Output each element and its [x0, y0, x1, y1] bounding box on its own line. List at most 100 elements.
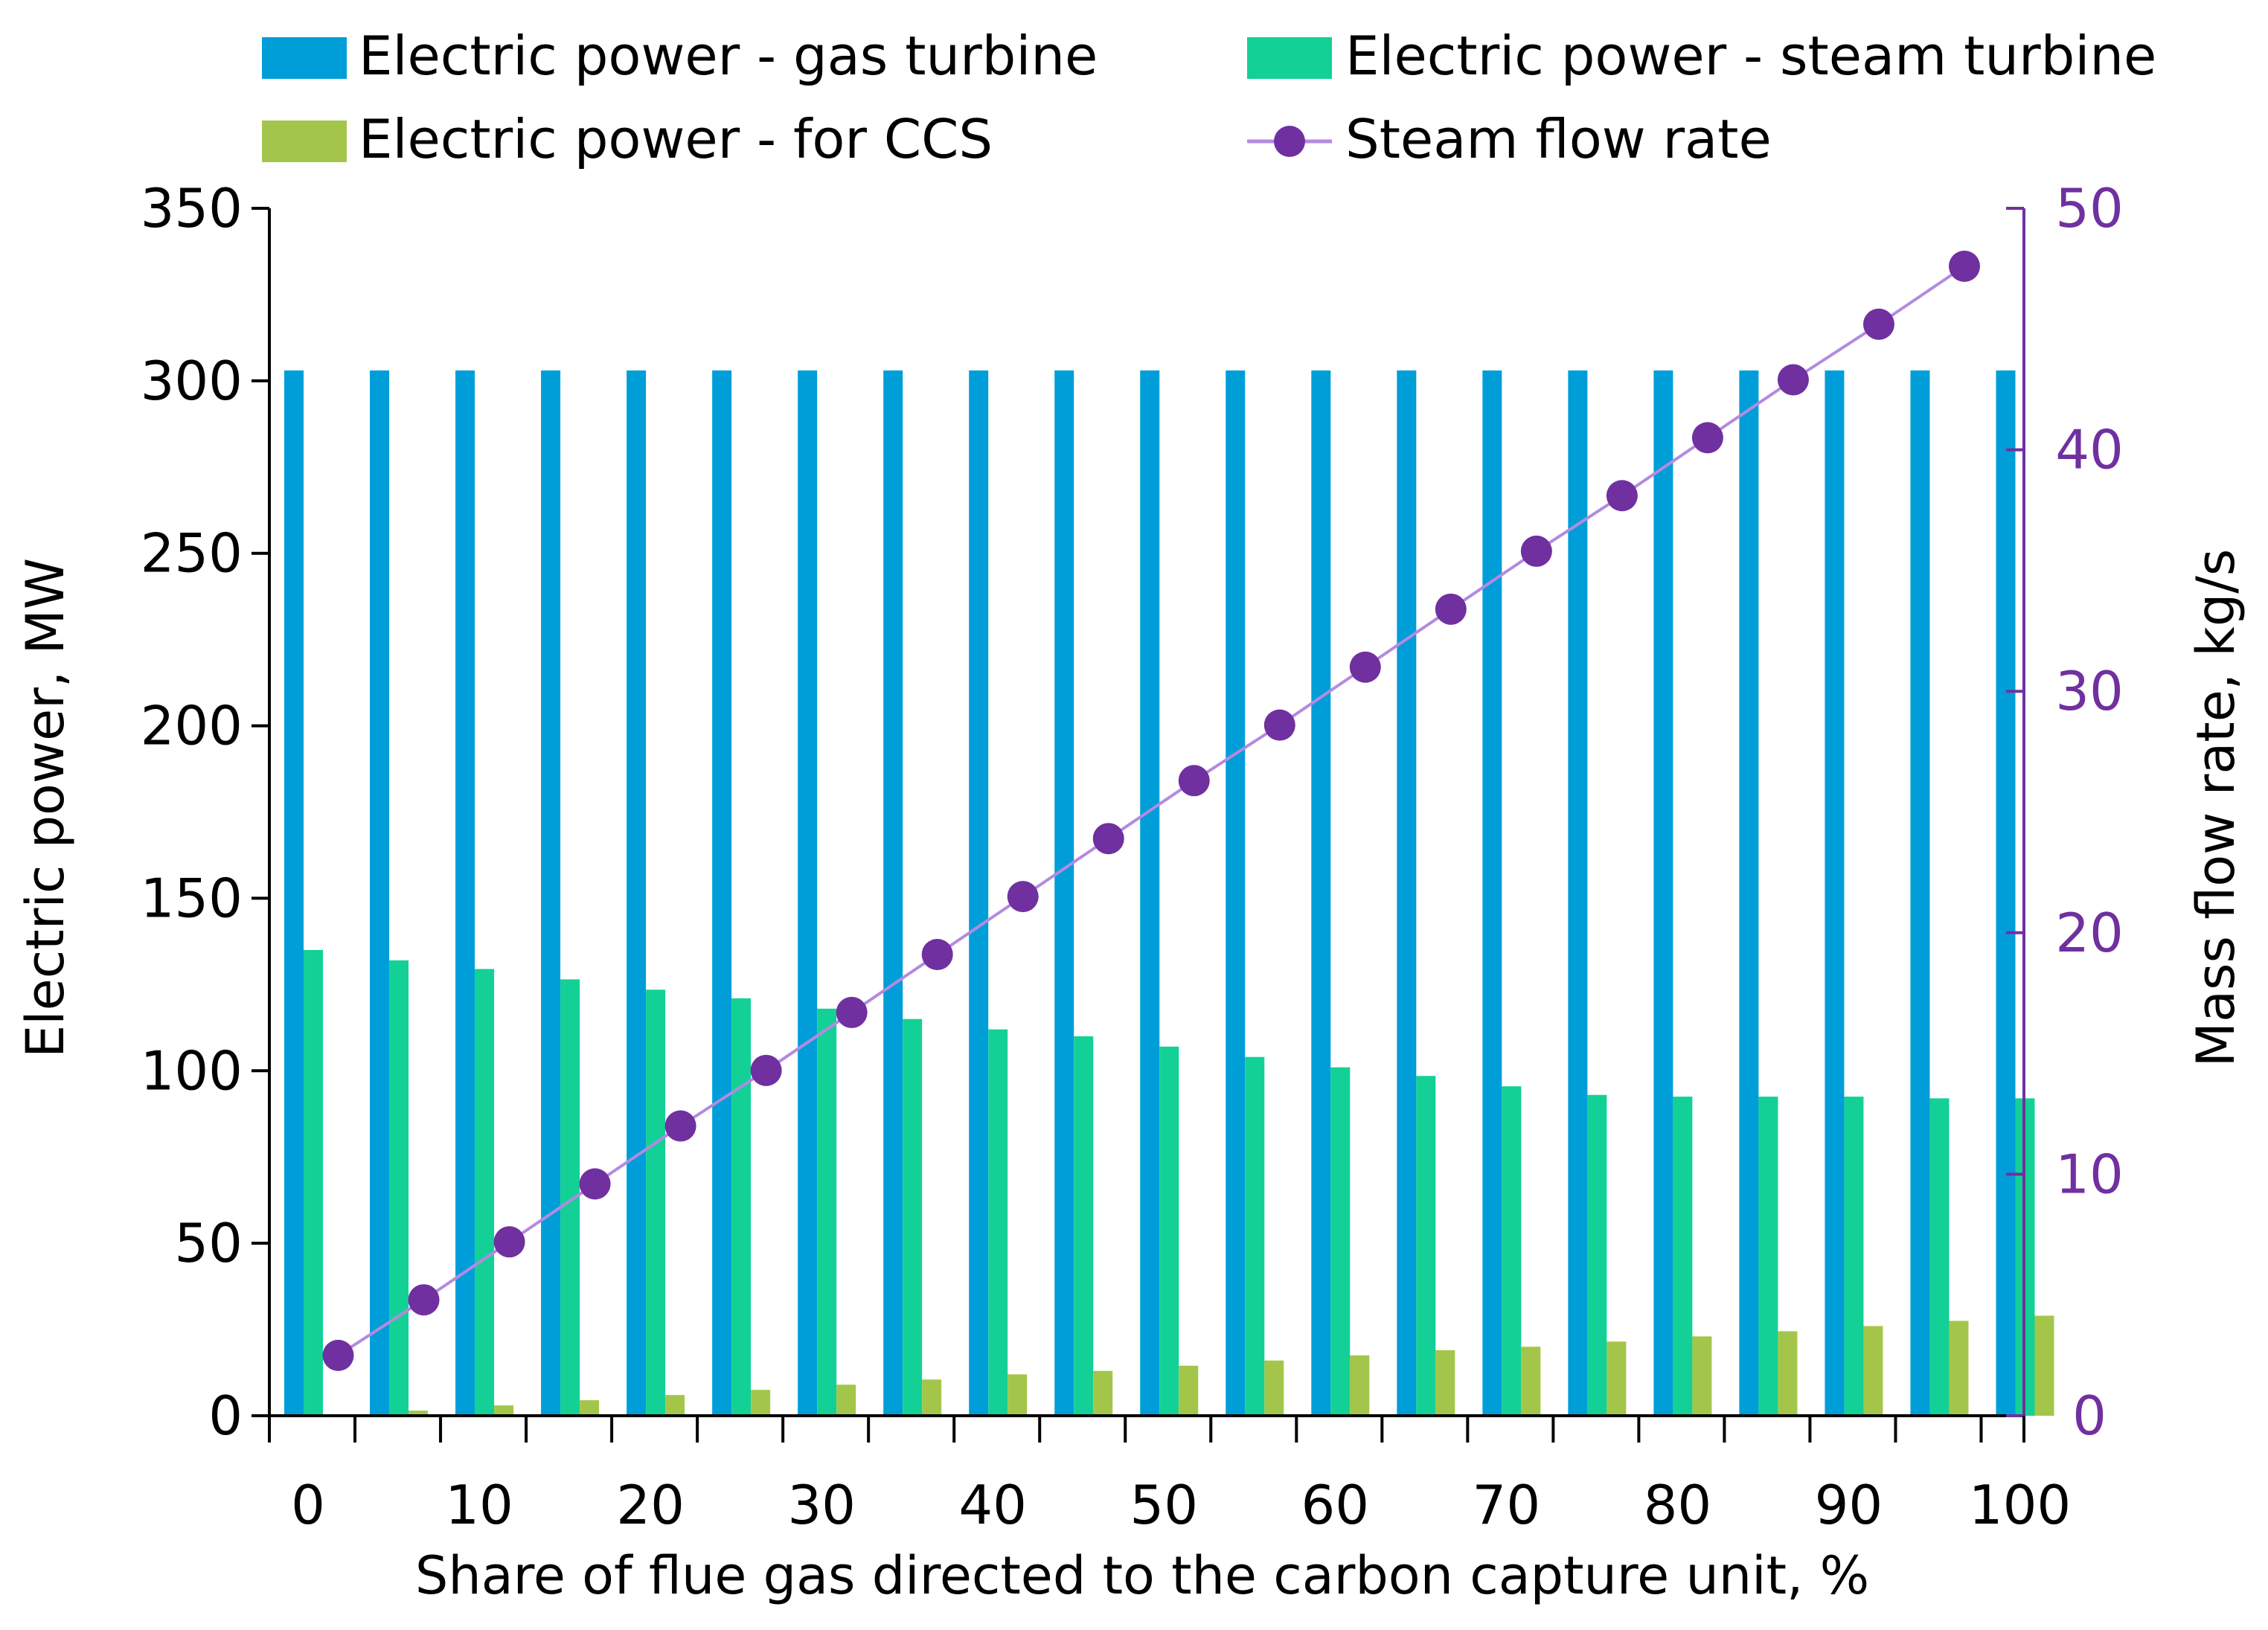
bar-steam-turbine [1159, 1046, 1179, 1416]
bar-gas-turbine [1397, 370, 1417, 1416]
bar-ccs [665, 1395, 685, 1416]
bar-gas-turbine [370, 370, 390, 1416]
bar-steam-turbine [1330, 1067, 1351, 1416]
bar-ccs [1949, 1321, 1969, 1416]
bar-steam-turbine [1844, 1097, 1864, 1416]
bar-gas-turbine [284, 370, 304, 1416]
bar-ccs [1264, 1360, 1284, 1416]
bar-ccs [1606, 1341, 1627, 1416]
steam-flow-marker [1948, 250, 1980, 282]
bar-ccs [1863, 1326, 1883, 1416]
y-tick-label-right: 20 [2055, 902, 2124, 964]
bar-gas-turbine [1653, 370, 1673, 1416]
bar-ccs [1350, 1355, 1370, 1416]
bar-ccs [1435, 1350, 1455, 1416]
steam-flow-marker [1691, 422, 1723, 454]
bar-gas-turbine [1910, 370, 1930, 1416]
y-tick-label-right: 0 [2072, 1384, 2107, 1447]
x-tick-label: 70 [1473, 1474, 1541, 1536]
y-axis-title-right: Mass flow rate, kg/s [2185, 549, 2246, 1068]
legend-swatch-steam-flow-marker [1274, 126, 1305, 157]
bar-gas-turbine [1226, 370, 1246, 1416]
x-tick-label: 10 [445, 1474, 513, 1536]
bar-steam-turbine [1587, 1094, 1607, 1416]
bar-gas-turbine [1739, 370, 1759, 1416]
bar-gas-turbine [1140, 370, 1160, 1416]
steam-flow-marker [579, 1168, 611, 1200]
y-tick-label-left: 0 [208, 1384, 243, 1447]
bar-ccs [580, 1400, 600, 1416]
bar-steam-turbine [817, 1008, 837, 1416]
legend-label-ccs: Electric power - for CCS [359, 108, 993, 170]
y-tick-label-left: 350 [141, 177, 243, 240]
bar-ccs [1179, 1365, 1199, 1416]
x-tick-label: 0 [291, 1474, 325, 1536]
bar-ccs [1692, 1336, 1712, 1416]
y-tick-label-right: 10 [2055, 1143, 2124, 1205]
x-tick-label: 90 [1815, 1474, 1883, 1536]
y-axis-title-left: Electric power, MW [15, 558, 76, 1058]
y-tick-label-right: 50 [2055, 177, 2124, 240]
steam-flow-marker [750, 1054, 782, 1086]
bar-gas-turbine [1825, 370, 1845, 1416]
steam-flow-marker [664, 1110, 696, 1142]
bar-gas-turbine [455, 370, 475, 1416]
steam-flow-marker [1007, 881, 1039, 913]
bars-layer [284, 370, 2054, 1416]
steam-flow-marker [1263, 709, 1295, 741]
bar-steam-turbine [1929, 1098, 1950, 1416]
bar-gas-turbine [627, 370, 647, 1416]
y-tick-label-left: 300 [141, 350, 243, 412]
bar-steam-turbine [731, 998, 752, 1416]
bar-gas-turbine [1996, 370, 2016, 1416]
bar-gas-turbine [883, 370, 903, 1416]
steam-flow-marker [493, 1226, 525, 1258]
y-tick-label-right: 40 [2055, 419, 2124, 481]
legend-swatch-ccs [262, 121, 347, 162]
steam-flow-marker [1862, 308, 1894, 340]
bar-steam-turbine [1502, 1086, 1522, 1416]
y-tick-label-left: 150 [141, 867, 243, 929]
x-tick-label: 60 [1301, 1474, 1369, 1536]
bar-steam-turbine [903, 1018, 923, 1416]
legend-swatch-steam-turbine [1247, 37, 1332, 79]
bar-ccs [2034, 1315, 2054, 1416]
steam-flow-marker [1435, 593, 1467, 625]
bar-gas-turbine [798, 370, 818, 1416]
steam-flow-marker [1777, 364, 1809, 396]
steam-flow-marker [1092, 823, 1124, 855]
bar-ccs [1008, 1374, 1028, 1416]
bar-gas-turbine [1568, 370, 1588, 1416]
steam-flow-line [337, 265, 1966, 1357]
x-tick-label: 20 [616, 1474, 685, 1536]
y-tick-label-right: 30 [2055, 660, 2124, 722]
legend-label-steam-turbine: Electric power - steam turbine [1345, 25, 2156, 87]
steam-flow-layer [322, 250, 1980, 1371]
y-tick-label-left: 50 [174, 1212, 243, 1274]
bar-gas-turbine [969, 370, 989, 1416]
bar-steam-turbine [304, 949, 323, 1416]
bar-gas-turbine [1311, 370, 1331, 1416]
x-tick-label: 100 [1969, 1474, 2071, 1536]
steam-flow-marker [408, 1284, 440, 1316]
y-tick-label-left: 250 [141, 522, 243, 585]
legend: Electric power - gas turbine Electric po… [262, 25, 2156, 170]
x-tick-label: 80 [1644, 1474, 1712, 1536]
steam-flow-marker [1178, 765, 1210, 797]
legend-label-steam-flow: Steam flow rate [1345, 108, 1772, 170]
steam-flow-marker [921, 939, 953, 971]
bar-ccs [1778, 1331, 1798, 1416]
bar-steam-turbine [475, 969, 495, 1416]
bar-gas-turbine [1054, 370, 1074, 1416]
y-tick-label-left: 100 [141, 1039, 243, 1102]
bar-gas-turbine [541, 370, 561, 1416]
x-tick-label: 30 [787, 1474, 856, 1536]
axes-layer: 0 50 100 150 200 250 300 350 0 10 20 30 40 50 0 10 20 30 4… [141, 177, 2124, 1536]
bar-gas-turbine [1482, 370, 1502, 1416]
bar-steam-turbine [1758, 1097, 1778, 1416]
steam-flow-marker [1606, 480, 1638, 512]
bar-steam-turbine [1673, 1097, 1693, 1416]
bar-steam-turbine [1245, 1056, 1265, 1416]
bar-ccs [409, 1411, 429, 1416]
bar-steam-turbine [1074, 1036, 1094, 1416]
